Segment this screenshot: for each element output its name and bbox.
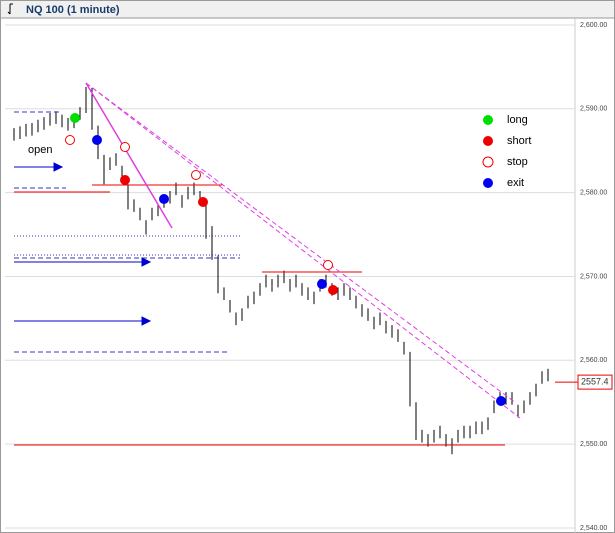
- short-marker: [328, 285, 338, 295]
- short-marker: [198, 197, 208, 207]
- y-tick-label: 2,590.00: [580, 106, 607, 113]
- last-price-label: 2557.4: [581, 376, 609, 386]
- legend-label: exit: [507, 177, 524, 189]
- stop-marker: [191, 170, 201, 180]
- short-marker: [120, 175, 130, 185]
- exit-marker: [159, 194, 169, 204]
- y-tick-label: 2,560.00: [580, 357, 607, 364]
- annotation: open: [28, 144, 52, 156]
- y-tick-label: 2,540.00: [580, 525, 607, 532]
- y-tick-label: 2,600.00: [580, 22, 607, 29]
- chart-title: NQ 100 (1 minute): [26, 4, 120, 16]
- arrow-head: [141, 257, 152, 267]
- trend-line: [85, 82, 521, 419]
- y-tick-label: 2,580.00: [580, 189, 607, 196]
- arrow-head: [53, 162, 64, 172]
- y-tick-label: 2,550.00: [580, 441, 607, 448]
- legend-label: stop: [507, 156, 528, 168]
- legend-marker: [483, 178, 493, 188]
- annotations: [14, 82, 521, 446]
- exit-marker: [92, 135, 102, 145]
- stop-marker: [65, 135, 75, 145]
- legend-marker: [483, 115, 493, 125]
- legend-label: short: [507, 135, 531, 147]
- trend-line: [85, 82, 173, 229]
- title-bar: [1, 1, 614, 18]
- last-price-box: [577, 374, 613, 390]
- legend-marker: [482, 156, 494, 168]
- title-icon: [7, 3, 13, 15]
- arrow-head: [141, 316, 152, 326]
- stop-marker: [323, 260, 333, 270]
- legend-marker: [483, 136, 493, 146]
- legend-label: long: [507, 114, 528, 126]
- long-marker: [70, 113, 80, 123]
- plot-area: [5, 24, 575, 529]
- exit-marker: [317, 279, 327, 289]
- y-tick-label: 2,570.00: [580, 273, 607, 280]
- stop-marker: [120, 142, 130, 152]
- trend-line: [85, 82, 517, 404]
- exit-marker: [496, 396, 506, 406]
